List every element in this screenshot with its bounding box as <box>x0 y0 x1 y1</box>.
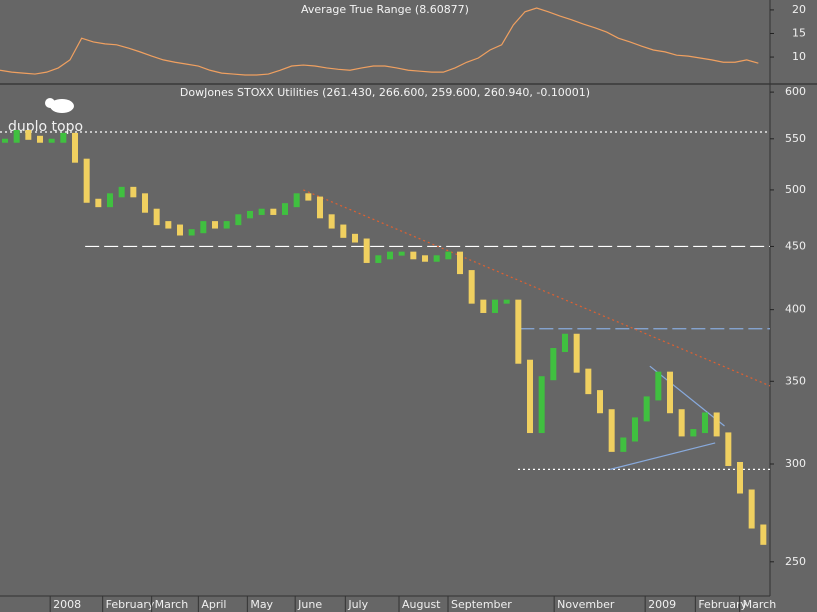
price-bar <box>702 412 708 434</box>
price-bar <box>678 409 685 437</box>
price-bar <box>2 138 8 143</box>
price-bar <box>527 359 533 434</box>
y-tick-label: 10 <box>792 50 806 63</box>
price-bar <box>585 368 592 395</box>
price-bar <box>620 437 627 452</box>
x-tick-label: February <box>106 598 155 611</box>
y-tick-label: 15 <box>792 26 806 39</box>
price-bar <box>457 251 463 275</box>
price-bar <box>118 186 125 198</box>
price-bar <box>95 198 102 208</box>
x-tick-label: May <box>250 598 273 611</box>
price-bar <box>468 270 475 304</box>
price-bar <box>480 299 487 313</box>
y-tick-label: 20 <box>792 3 806 16</box>
price-bar <box>258 208 265 215</box>
x-tick-label: 2009 <box>648 598 676 611</box>
price-bar <box>503 299 510 304</box>
price-bar <box>748 489 755 529</box>
x-tick-label: March <box>743 598 777 611</box>
price-bar <box>107 193 113 208</box>
price-bar <box>375 255 382 263</box>
atr-title: Average True Range (8.60877) <box>301 3 469 16</box>
drawn-line <box>649 365 725 427</box>
y-tick-label: 500 <box>785 183 806 196</box>
price-bar <box>317 196 323 219</box>
x-tick-label: July <box>347 598 368 611</box>
y-tick-label: 600 <box>785 85 806 98</box>
price-bar <box>270 208 277 215</box>
price-bar <box>387 251 393 260</box>
price-bar <box>643 396 650 422</box>
price-bar <box>713 412 720 437</box>
x-tick-label: 2008 <box>53 598 81 611</box>
price-bar <box>760 524 767 545</box>
x-tick-label: September <box>451 598 512 611</box>
atr-line <box>0 7 759 76</box>
price-bar <box>550 348 557 381</box>
y-tick-label: 250 <box>785 555 806 568</box>
y-tick-label: 550 <box>785 132 806 145</box>
price-bar <box>13 130 20 143</box>
price-bar <box>72 132 78 163</box>
price-bar <box>538 376 545 434</box>
price-bar <box>667 371 673 414</box>
price-bar <box>597 390 603 414</box>
price-bar <box>177 224 183 236</box>
x-tick-label: March <box>155 598 189 611</box>
price-bar <box>690 429 697 437</box>
price-bar <box>608 409 615 452</box>
price-bar <box>293 193 300 208</box>
price-bar <box>363 238 370 263</box>
price-bar <box>573 333 580 373</box>
price-bar <box>340 224 347 238</box>
price-bar <box>655 371 662 401</box>
x-tick-label: February <box>698 598 747 611</box>
price-bar <box>562 333 568 353</box>
price-bar <box>410 251 417 260</box>
price-bar <box>37 135 43 143</box>
price-bar <box>212 221 218 229</box>
price-bar <box>492 299 498 313</box>
price-bar <box>83 158 90 203</box>
price-bar <box>737 461 743 494</box>
price-bar <box>398 251 405 256</box>
x-tick-label: November <box>557 598 615 611</box>
price-title: DowJones STOXX Utilities (261.430, 266.6… <box>180 86 590 99</box>
price-bar <box>433 255 440 262</box>
drawn-line <box>610 442 716 470</box>
price-bar <box>142 193 148 213</box>
y-tick-label: 400 <box>785 303 806 316</box>
logo <box>45 98 74 113</box>
price-bar <box>445 251 452 260</box>
price-bar <box>25 130 32 140</box>
y-tick-label: 450 <box>785 239 806 252</box>
price-bar <box>422 255 428 262</box>
x-tick-label: August <box>402 598 441 611</box>
price-bar <box>725 432 732 466</box>
x-tick-label: April <box>201 598 226 611</box>
price-bar <box>60 132 67 143</box>
price-bar <box>282 203 288 215</box>
price-bar <box>48 138 55 143</box>
x-tick-label: June <box>297 598 322 611</box>
price-bar <box>188 229 195 236</box>
price-bar <box>200 221 207 234</box>
price-bar <box>153 208 160 226</box>
price-bar <box>223 221 230 229</box>
price-bar <box>515 299 522 364</box>
price-bar <box>165 221 172 229</box>
price-bar <box>352 233 358 243</box>
price-bar <box>247 210 253 219</box>
price-bar <box>130 186 137 198</box>
y-tick-label: 300 <box>785 457 806 470</box>
price-bar <box>235 214 242 226</box>
price-bar <box>305 193 312 201</box>
y-tick-label: 350 <box>785 374 806 387</box>
price-bar <box>632 417 638 442</box>
price-bar <box>328 214 335 229</box>
drawn-line <box>303 189 771 387</box>
